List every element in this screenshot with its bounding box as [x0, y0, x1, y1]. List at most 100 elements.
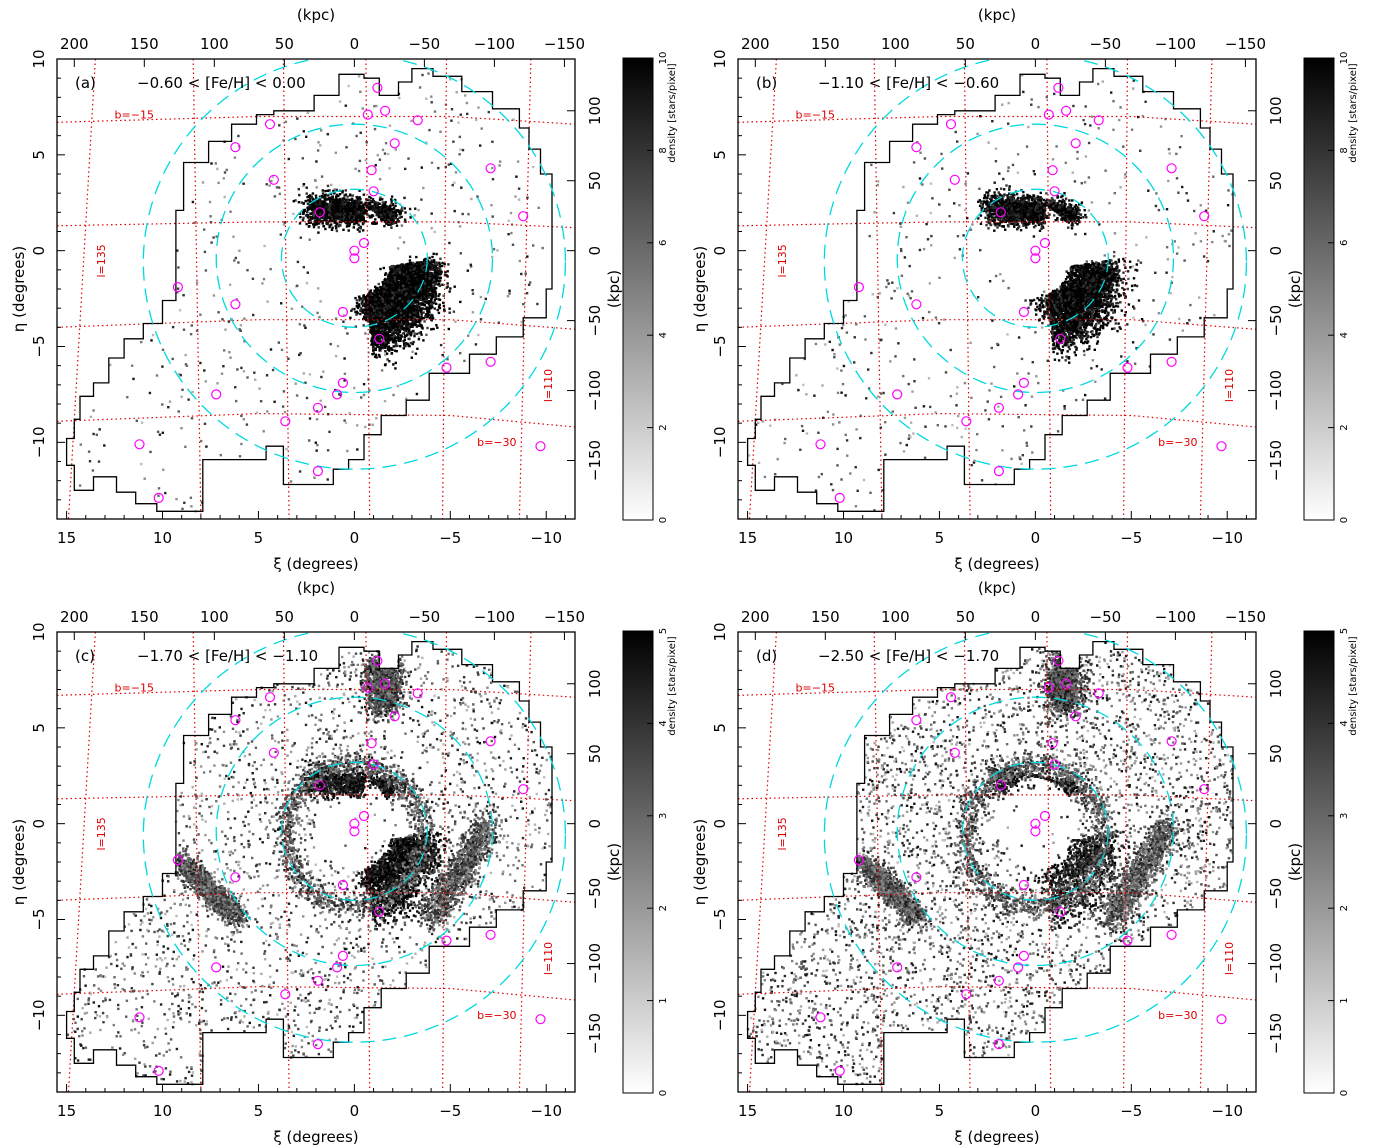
top-tick-label: 100 — [200, 608, 229, 626]
y-axis-title: η (degrees) — [10, 246, 28, 332]
y-tick-label: 0 — [30, 246, 48, 256]
y-tick-label: 5 — [711, 150, 729, 160]
right-axis-title: (kpc) — [1286, 270, 1304, 308]
colorbar-tick-label: 0 — [1339, 1090, 1350, 1096]
y-tick-label: −5 — [711, 908, 729, 930]
object-marker — [949, 747, 960, 758]
colorbar-tick-label: 2 — [1339, 905, 1350, 911]
object-marker — [349, 253, 360, 264]
galactic-grid — [738, 59, 1256, 519]
density-map — [66, 641, 553, 1086]
object-marker — [337, 879, 348, 891]
radius-ellipse — [961, 188, 1109, 328]
radius-ellipse — [215, 696, 494, 967]
object-marker — [389, 711, 400, 722]
right-axis-title: (kpc) — [1286, 843, 1304, 881]
object-marker — [1053, 82, 1064, 93]
longitude-line — [442, 59, 448, 519]
top-tick-label: −50 — [1090, 608, 1122, 626]
colorbar-tick-label: 5 — [658, 628, 669, 634]
object-marker — [1199, 784, 1210, 795]
object-marker — [172, 855, 183, 866]
object-marker — [995, 780, 1006, 791]
longitude-line — [282, 59, 290, 519]
grid-label-l110: l=110 — [542, 369, 555, 402]
x-tick-label: 10 — [153, 529, 172, 547]
y-axis-title: η (degrees) — [10, 819, 28, 905]
object-marker — [1047, 165, 1058, 176]
panel-title: −1.10 < [Fe/H] < −0.60 — [818, 74, 999, 92]
object-marker — [945, 692, 957, 703]
longitude-line — [442, 632, 448, 1092]
survey-footprint — [746, 67, 1234, 512]
object-marker — [134, 1012, 145, 1023]
right-tick-label: 50 — [1267, 744, 1285, 763]
galactic-grid — [57, 632, 575, 1092]
radius-ellipse — [142, 59, 566, 470]
x-tick-label: −10 — [530, 1102, 562, 1120]
colorbar-tick-label: 4 — [1339, 720, 1350, 726]
longitude-line — [748, 632, 777, 1092]
x-tick-label: 15 — [57, 529, 76, 547]
top-tick-label: −150 — [1225, 608, 1266, 626]
object-marker — [1166, 929, 1177, 940]
x-tick-label: −5 — [1120, 1102, 1142, 1120]
object-marker — [230, 872, 241, 883]
object-marker — [1216, 441, 1227, 452]
grid-label-b30: b=−30 — [1158, 436, 1197, 449]
object-marker — [1070, 138, 1081, 149]
colorbar-tick-label: 4 — [658, 720, 669, 726]
radius-ellipse — [280, 188, 428, 328]
top-tick-label: −100 — [1155, 608, 1196, 626]
object-marker — [535, 441, 546, 452]
right-tick-label: 0 — [1267, 819, 1285, 829]
object-marker — [945, 119, 957, 130]
object-marker — [1166, 356, 1177, 367]
object-marker — [1049, 759, 1060, 770]
object-marker — [268, 747, 279, 758]
survey-footprint — [65, 67, 553, 512]
object-marker — [911, 299, 922, 310]
y-axis-title: η (degrees) — [691, 246, 709, 332]
x-tick-label: 0 — [350, 1102, 360, 1120]
right-tick-label: −50 — [586, 878, 604, 910]
latitude-line — [738, 892, 1256, 903]
panel-letter: (d) — [756, 647, 777, 665]
x-tick-label: 15 — [57, 1102, 76, 1120]
panel-title: −0.60 < [Fe/H] < 0.00 — [137, 74, 306, 92]
top-tick-label: −100 — [1155, 35, 1196, 53]
latitude-line — [738, 221, 1256, 229]
object-marker — [1030, 253, 1041, 264]
panel-letter: (c) — [75, 647, 95, 665]
right-tick-label: 0 — [1267, 246, 1285, 256]
longitude-line — [365, 632, 371, 1092]
longitude-line — [192, 632, 202, 1092]
colorbar-tick-label: 5 — [1339, 628, 1350, 634]
object-marker — [230, 299, 241, 310]
object-marker — [1043, 682, 1054, 693]
colorbar-tick-label: 6 — [1339, 240, 1350, 246]
object-marker — [314, 780, 325, 791]
y-tick-label: 5 — [711, 723, 729, 733]
plot-area — [738, 59, 1256, 519]
x-axis-title: ξ (degrees) — [273, 1128, 358, 1146]
object-marker — [380, 678, 391, 689]
grid-label-l110: l=110 — [542, 942, 555, 975]
latitude-line — [57, 985, 575, 1001]
plot-frame — [56, 631, 576, 1093]
object-marker — [372, 82, 383, 93]
latitude-line — [57, 115, 575, 125]
top-tick-label: −100 — [474, 608, 515, 626]
object-marker — [366, 165, 377, 176]
object-marker — [1030, 826, 1041, 837]
x-tick-label: 5 — [254, 1102, 264, 1120]
longitude-line — [67, 59, 96, 519]
latitude-line — [57, 794, 575, 802]
colorbar-tick-label: 8 — [1339, 147, 1350, 153]
right-tick-label: −100 — [1267, 370, 1285, 411]
radius-ellipse — [142, 632, 566, 1043]
object-marker — [280, 989, 291, 1000]
object-marker — [1018, 950, 1029, 961]
x-tick-label: 15 — [738, 1102, 757, 1120]
object-marker — [1043, 109, 1054, 120]
